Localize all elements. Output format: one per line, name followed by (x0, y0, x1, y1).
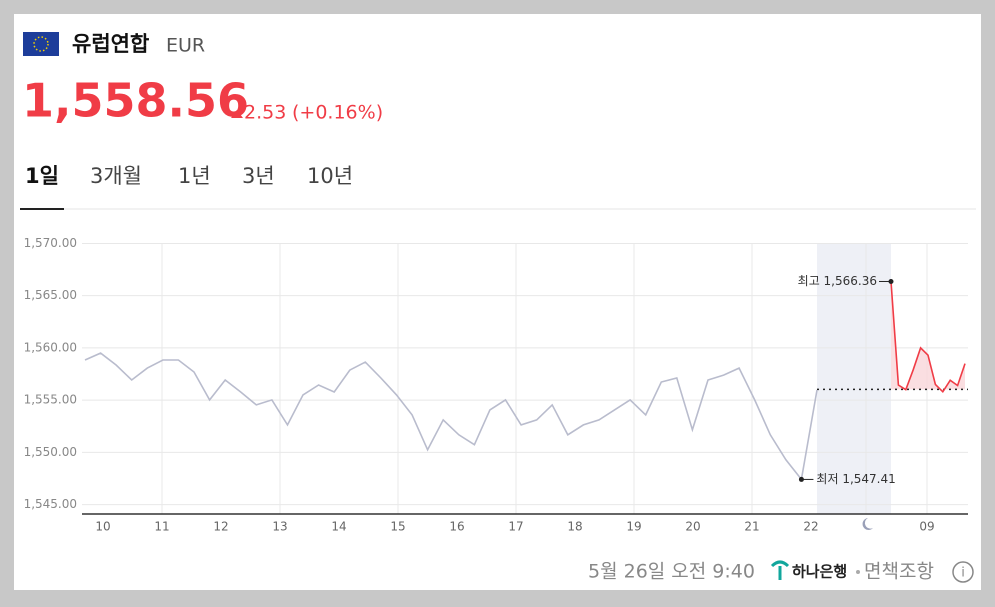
y-tick-label: 1,550.00 (24, 445, 77, 459)
up-arrow (231, 110, 243, 118)
x-tick-label: 11 (154, 520, 169, 534)
tab[interactable]: 1일 (25, 164, 59, 188)
y-tick-label: 1,570.00 (24, 236, 77, 250)
y-tick-label: 1,555.00 (24, 393, 77, 407)
tab[interactable]: 3개월 (90, 164, 142, 188)
info-i: i (961, 566, 965, 581)
line (890, 281, 966, 394)
line (84, 352, 818, 482)
separator (856, 570, 860, 574)
x-tick-label: 22 (803, 520, 818, 534)
night-band (817, 243, 891, 514)
x-tick-label: 13 (272, 520, 287, 534)
y-tick-label: 1,565.00 (24, 288, 77, 302)
high-point (888, 278, 894, 284)
x-tick-label: 19 (626, 520, 641, 534)
tab[interactable]: 3년 (242, 164, 275, 188)
annotation: 최고 1,566.36 (798, 274, 877, 288)
currency-code: EUR (166, 35, 205, 57)
low-point (798, 476, 804, 482)
disclaimer[interactable]: 면책조항 (864, 561, 934, 583)
x-tick-label: 17 (508, 520, 523, 534)
moon-icon (862, 518, 873, 530)
area (891, 281, 965, 392)
x-tick-label: 18 (567, 520, 582, 534)
price: 1,558.56 (22, 74, 249, 128)
bank-logo (770, 560, 790, 580)
x-tick-label: 09 (919, 520, 934, 534)
change-pct: (+0.16%) (292, 102, 383, 124)
info-icon[interactable] (952, 561, 974, 583)
y-tick-label: 1,545.00 (24, 497, 77, 511)
annotation: 최저 1,547.41 (816, 472, 895, 486)
timestamp: 5월 26일 오전 9:40 (588, 561, 755, 583)
bank-name: 하나은행 (792, 563, 847, 581)
x-tick-label: 20 (685, 520, 700, 534)
currency-name: 유럽연합 (72, 32, 149, 56)
tab[interactable]: 1년 (178, 164, 211, 188)
x-tick-label: 15 (390, 520, 405, 534)
flag-stars (33, 36, 49, 52)
x-tick-label: 21 (744, 520, 759, 534)
x-tick-label: 14 (331, 520, 346, 534)
tab[interactable]: 10년 (307, 164, 353, 188)
x-tick-label: 16 (449, 520, 464, 534)
flag (23, 32, 59, 56)
x-tick-label: 12 (213, 520, 228, 534)
x-tick-label: 10 (95, 520, 110, 534)
y-tick-label: 1,560.00 (24, 340, 77, 354)
change: 2.53 (244, 102, 286, 124)
